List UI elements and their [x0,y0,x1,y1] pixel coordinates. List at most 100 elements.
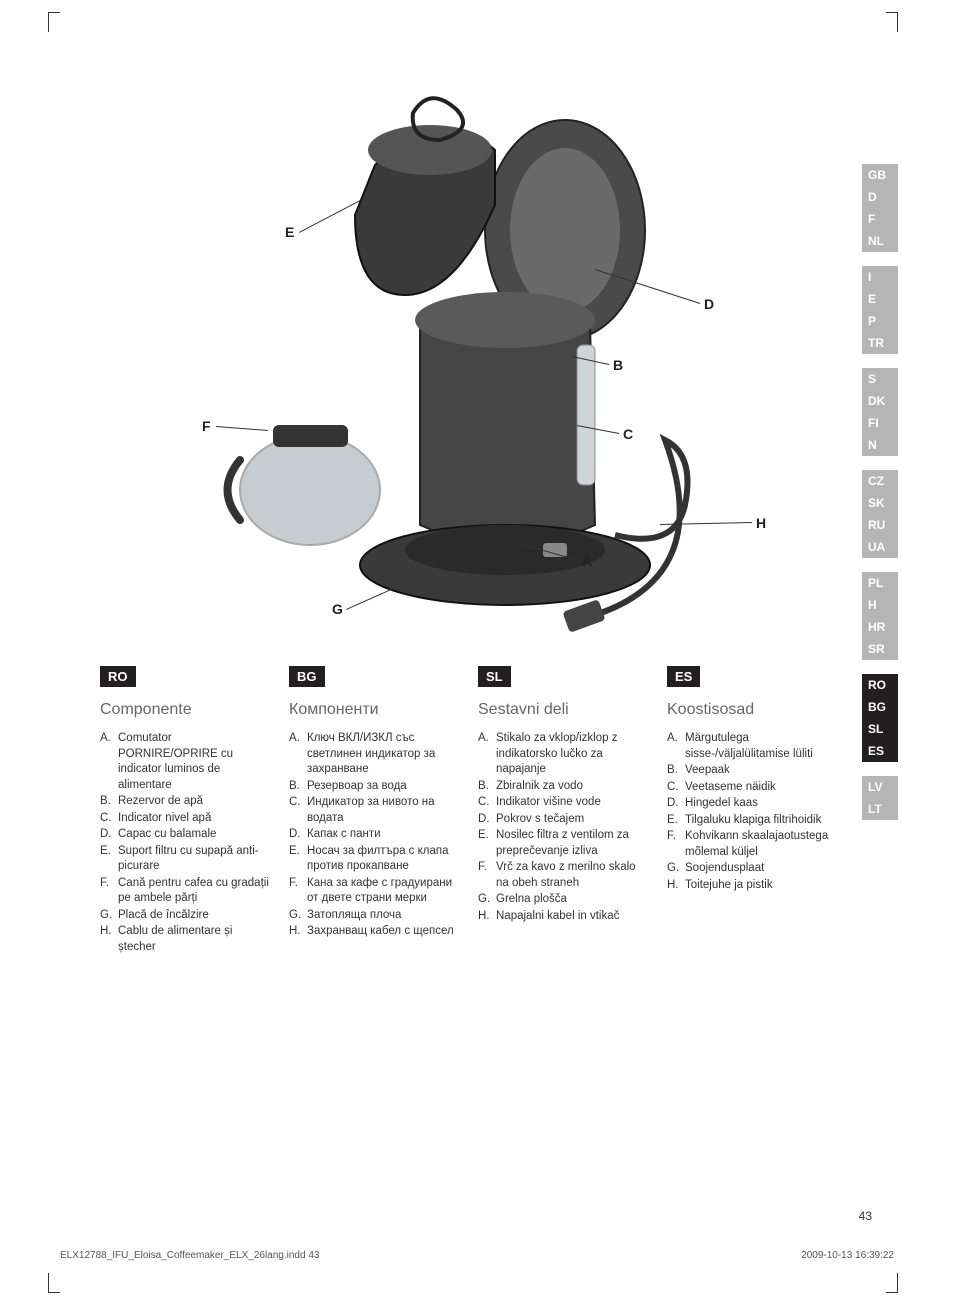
parts-list: A.Comutator PORNIRE/OPRIRE cu indicator … [100,731,273,955]
item-text: Napajalni kabel in vtikač [496,909,651,925]
list-item: A.Ключ ВКЛ/ИЗКЛ със светлинен индикатор … [289,731,462,778]
lang-tab-e[interactable]: E [862,288,898,310]
item-text: Placă de încălzire [118,908,273,924]
item-letter: G. [100,908,118,924]
lang-tab-bg[interactable]: BG [862,696,898,718]
column-sl: SLSestavni deliA.Stikalo za vklop/izklop… [478,666,651,956]
coffeemaker-illustration [195,95,735,655]
list-item: H.Cablu de alimentare și ștecher [100,924,273,955]
item-letter: B. [100,794,118,810]
list-item: B.Zbiralnik za vodo [478,779,651,795]
lang-tab-n[interactable]: N [862,434,898,456]
item-letter: D. [667,796,685,812]
item-text: Tilgaluku klapiga filtrihoidik [685,813,840,829]
columns-container: ROComponenteA.Comutator PORNIRE/OPRIRE c… [100,666,840,956]
lang-group: ROBGSLES [862,674,898,762]
list-item: A.Märgutulega sisse-/väljalülitamise lül… [667,731,840,762]
lang-tab-sk[interactable]: SK [862,492,898,514]
list-item: F.Vrč za kavo z merilno skalo na obeh st… [478,860,651,891]
lang-tab-tr[interactable]: TR [862,332,898,354]
lang-tab-gb[interactable]: GB [862,164,898,186]
item-letter: H. [100,924,118,955]
list-item: E.Suport filtru cu supapă anti-picurare [100,844,273,875]
list-item: B.Veepaak [667,763,840,779]
item-letter: E. [478,828,496,859]
item-letter: A. [478,731,496,778]
item-letter: E. [289,844,307,875]
item-letter: A. [289,731,307,778]
lang-tab-sr[interactable]: SR [862,638,898,660]
lang-tab-dk[interactable]: DK [862,390,898,412]
diagram-label-C: C [623,426,633,442]
lang-tab-es[interactable]: ES [862,740,898,762]
lang-tab-i[interactable]: I [862,266,898,288]
item-text: Cană pentru cafea cu gradații pe ambele … [118,876,273,907]
item-letter: F. [289,876,307,907]
list-item: D.Hingedel kaas [667,796,840,812]
lang-group: PLHHRSR [862,572,898,660]
lang-tab-cz[interactable]: CZ [862,470,898,492]
item-letter: B. [667,763,685,779]
item-text: Ключ ВКЛ/ИЗКЛ със светлинен индикатор за… [307,731,462,778]
lang-tab-h[interactable]: H [862,594,898,616]
column-title: Componente [100,701,273,719]
crop-mark-br [886,1273,898,1293]
item-text: Vrč za kavo z merilno skalo na obeh stra… [496,860,651,891]
list-item: G.Затопляща плоча [289,908,462,924]
item-text: Capac cu balamale [118,827,273,843]
item-text: Индикатор за нивото на водата [307,795,462,826]
item-letter: C. [100,811,118,827]
item-text: Hingedel kaas [685,796,840,812]
lang-group: GBDFNL [862,164,898,252]
lang-tab-s[interactable]: S [862,368,898,390]
item-letter: F. [100,876,118,907]
lang-tab-pl[interactable]: PL [862,572,898,594]
lang-tab-ro[interactable]: RO [862,674,898,696]
lang-tab-p[interactable]: P [862,310,898,332]
language-sidebar: GBDFNL IEPTR SDKFIN CZSKRUUA PLHHRSR ROBGSLES… [862,164,898,834]
crop-mark-tl [48,12,60,32]
list-item: B.Rezervor de apă [100,794,273,810]
item-letter: C. [289,795,307,826]
page-number: 43 [859,1209,872,1223]
list-item: D.Pokrov s tečajem [478,812,651,828]
item-letter: D. [289,827,307,843]
item-text: Suport filtru cu supapă anti-picurare [118,844,273,875]
footer: ELX12788_IFU_Eloisa_Coffeemaker_ELX_26la… [60,1250,894,1261]
parts-list: A.Stikalo za vklop/izklop z indikatorsko… [478,731,651,924]
list-item: C.Veetaseme näidik [667,780,840,796]
diagram-label-E: E [285,224,294,240]
item-letter: F. [478,860,496,891]
item-letter: A. [667,731,685,762]
list-item: G.Grelna plošča [478,892,651,908]
diagram-label-F: F [202,418,211,434]
lang-tab-fi[interactable]: FI [862,412,898,434]
item-letter: D. [100,827,118,843]
lang-tab-lt[interactable]: LT [862,798,898,820]
column-title: Koostisosad [667,701,840,719]
item-text: Затопляща плоча [307,908,462,924]
parts-list: A.Ключ ВКЛ/ИЗКЛ със светлинен индикатор … [289,731,462,940]
lang-tab-ua[interactable]: UA [862,536,898,558]
lang-tab-lv[interactable]: LV [862,776,898,798]
item-text: Soojendusplaat [685,861,840,877]
lang-tab-sl[interactable]: SL [862,718,898,740]
list-item: D.Капак с панти [289,827,462,843]
item-text: Носач за филтъра с клапа против прокапва… [307,844,462,875]
list-item: D.Capac cu balamale [100,827,273,843]
lang-tab-nl[interactable]: NL [862,230,898,252]
item-text: Захранващ кабел с щепсел [307,924,462,940]
item-text: Pokrov s tečajem [496,812,651,828]
lang-tab-hr[interactable]: HR [862,616,898,638]
diagram-label-D: D [704,296,714,312]
footer-filename: ELX12788_IFU_Eloisa_Coffeemaker_ELX_26la… [60,1250,319,1261]
lang-tab-d[interactable]: D [862,186,898,208]
item-text: Stikalo za vklop/izklop z indikatorsko l… [496,731,651,778]
item-letter: B. [289,779,307,795]
column-title: Компоненти [289,701,462,719]
list-item: C.Indicator nivel apă [100,811,273,827]
lang-tab-ru[interactable]: RU [862,514,898,536]
lang-tab-f[interactable]: F [862,208,898,230]
list-item: E.Nosilec filtra z ventilom za preprečev… [478,828,651,859]
item-text: Zbiralnik za vodo [496,779,651,795]
